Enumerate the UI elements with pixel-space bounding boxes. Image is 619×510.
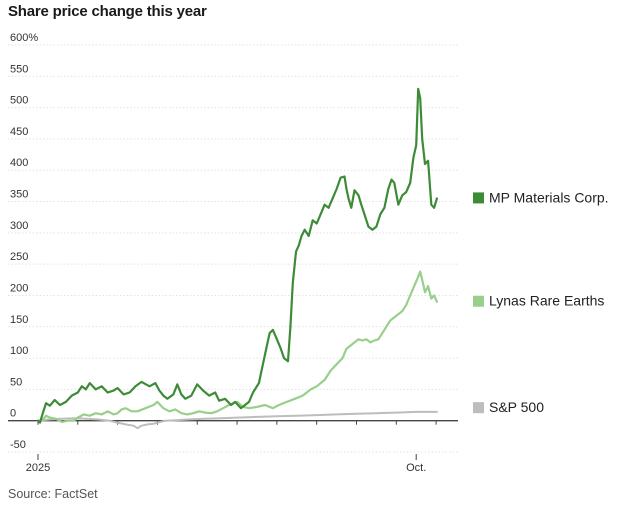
y-tick-label: 200 <box>10 282 28 294</box>
legend-swatch <box>473 295 484 307</box>
legend-label: S&P 500 <box>489 399 544 415</box>
y-tick-label: -50 <box>10 439 26 451</box>
y-tick-label: 50 <box>10 376 22 388</box>
series-line-mp-materials-corp <box>36 87 438 424</box>
series-line-s-p-500 <box>37 410 438 430</box>
legend-swatch <box>473 192 484 204</box>
series-lines <box>36 87 438 430</box>
legend-swatch <box>473 402 484 414</box>
y-tick-label: 300 <box>10 220 28 232</box>
y-tick-label: 600% <box>10 32 38 44</box>
legend-label: Lynas Rare Earths <box>489 293 604 309</box>
x-tick-label: 2025 <box>26 462 50 474</box>
legend: MP Materials Corp. Lynas Rare Earths S&P 5… <box>473 189 609 415</box>
chart-title: Share price change this year <box>8 3 207 20</box>
y-tick-label: 0 <box>10 408 16 420</box>
y-tick-label: 350 <box>10 189 28 201</box>
y-tick-label: 550 <box>10 63 28 75</box>
legend-label: MP Materials Corp. <box>489 189 609 205</box>
y-tick-label: 250 <box>10 251 28 263</box>
y-tick-label: 400 <box>10 157 28 169</box>
y-tick-label: 450 <box>10 126 28 138</box>
gridlines <box>8 44 458 453</box>
line-chart: -50 0 50 100 150 200 250 300 350 400 450 500 550 600%… <box>8 32 609 474</box>
axes: -50 0 50 100 150 200 250 300 350 400 450 500 550 600%… <box>8 32 458 474</box>
series-line-lynas-rare-earths <box>36 270 438 423</box>
y-tick-label: 500 <box>10 95 28 107</box>
source-note: Source: FactSet <box>8 487 98 501</box>
x-tick-label: Oct. <box>406 462 426 474</box>
y-tick-label: 150 <box>10 314 28 326</box>
y-tick-label: 100 <box>10 345 28 357</box>
